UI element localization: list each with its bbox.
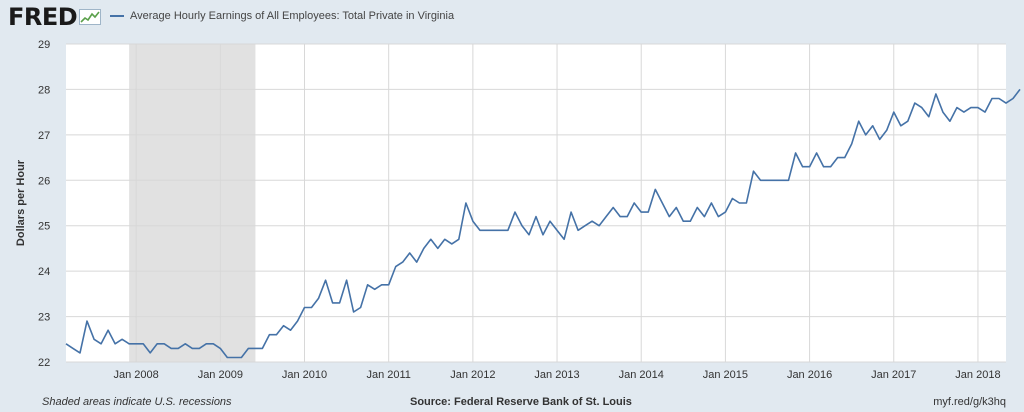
y-tick-label: 25 — [38, 221, 50, 233]
y-tick-label: 28 — [38, 84, 50, 96]
y-tick-label: 23 — [38, 312, 50, 324]
x-tick-label: Jan 2012 — [450, 369, 495, 381]
x-tick-label: Jan 2018 — [955, 369, 1000, 381]
y-tick-label: 24 — [38, 266, 50, 278]
series-line — [65, 88, 1021, 359]
chart-spark-icon — [79, 9, 102, 25]
x-axis-ticks: Jan 2008 Jan 2009 Jan 2010 Jan 2011 Jan 2012… — [114, 369, 1001, 381]
recession-note: Shaded areas indicate U.S. recessions — [42, 396, 232, 408]
recession-shading — [129, 44, 256, 362]
line-chart: 22 23 24 25 26 27 28 29 Jan 2008 Jan 2009 Jan 201… — [15, 39, 1021, 381]
legend: Average Hourly Earnings of All Employees… — [110, 10, 454, 22]
y-tick-label: 22 — [38, 357, 50, 369]
short-link[interactable]: myf.red/g/k3hq — [933, 396, 1006, 408]
fred-logo[interactable]: FRED — [8, 3, 102, 31]
x-tick-label: Jan 2016 — [787, 369, 832, 381]
fred-logo-text: FRED — [8, 3, 78, 31]
chart-footer: Shaded areas indicate U.S. recessions So… — [0, 395, 1024, 412]
legend-swatch — [110, 15, 124, 17]
legend-label: Average Hourly Earnings of All Employees… — [130, 10, 455, 22]
recession-band — [129, 44, 256, 362]
y-tick-label: 26 — [38, 175, 50, 187]
y-axis-ticks: 22 23 24 25 26 27 28 29 — [38, 39, 50, 369]
x-tick-label: Jan 2017 — [871, 369, 916, 381]
x-tick-label: Jan 2010 — [282, 369, 327, 381]
x-tick-label: Jan 2008 — [114, 369, 159, 381]
x-tick-label: Jan 2014 — [619, 369, 664, 381]
chart-header: FRED Average Hourly Earnings of All Empl… — [0, 0, 1024, 36]
y-tick-label: 29 — [38, 39, 50, 51]
x-tick-label: Jan 2011 — [366, 369, 410, 381]
x-tick-label: Jan 2013 — [534, 369, 579, 381]
x-tick-label: Jan 2015 — [703, 369, 748, 381]
series-layer — [65, 88, 1021, 359]
source-credit: Source: Federal Reserve Bank of St. Loui… — [410, 396, 632, 408]
y-tick-label: 27 — [38, 130, 50, 142]
x-tick-label: Jan 2009 — [198, 369, 243, 381]
y-axis-label: Dollars per Hour — [15, 159, 27, 246]
